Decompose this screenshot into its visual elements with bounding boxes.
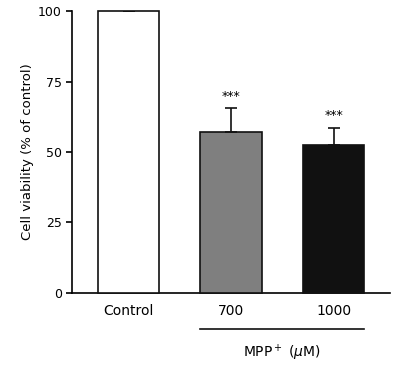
Text: MPP$^+$ ($\mu$M): MPP$^+$ ($\mu$M) xyxy=(243,343,320,363)
Bar xyxy=(200,132,261,292)
Bar xyxy=(302,145,363,292)
Bar xyxy=(98,11,159,292)
Y-axis label: Cell viability (% of control): Cell viability (% of control) xyxy=(21,63,34,240)
Text: ***: *** xyxy=(324,110,342,122)
Text: ***: *** xyxy=(221,90,240,103)
